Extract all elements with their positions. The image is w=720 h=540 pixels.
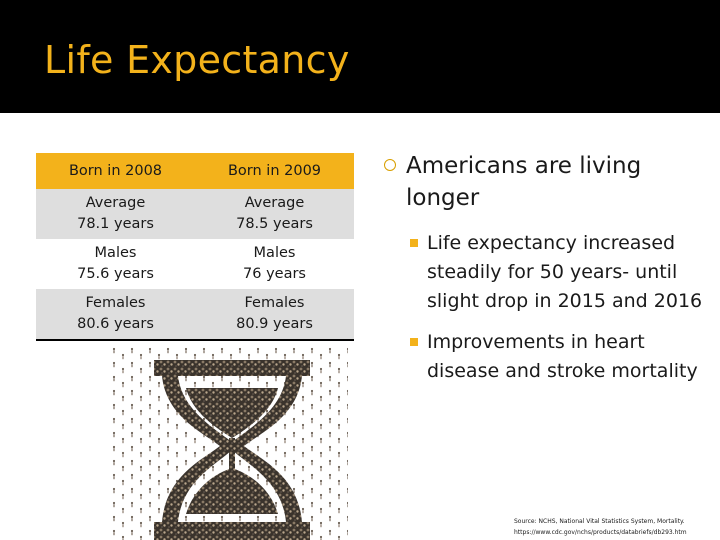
cell-value: 76 years (243, 266, 306, 282)
table-cell: Males 76 years (195, 239, 354, 289)
cell-value: 80.9 years (236, 316, 313, 332)
table-row: Average 78.1 years Average 78.5 years (36, 189, 354, 239)
table-cell: Females 80.9 years (195, 289, 354, 341)
table-row: Males 75.6 years Males 76 years (36, 239, 354, 289)
square-bullet-icon (410, 239, 418, 247)
table-cell: Average 78.5 years (195, 189, 354, 239)
table-cell: Males 75.6 years (36, 239, 195, 289)
table-header-row: Born in 2008 Born in 2009 (36, 153, 354, 189)
sub-bullet-point: Improvements in heart disease and stroke… (384, 328, 704, 386)
table-header-2009: Born in 2009 (195, 153, 354, 189)
sub-bullet-point: Life expectancy increased steadily for 5… (384, 229, 704, 316)
cell-label: Females (85, 295, 146, 311)
hourglass-crowd-icon (110, 346, 348, 540)
sub-bullet-list: Life expectancy increased steadily for 5… (384, 229, 704, 386)
title-bar: Life Expectancy (0, 0, 720, 113)
cell-label: Males (94, 245, 137, 261)
cell-label: Females (244, 295, 305, 311)
sub-point-text: Life expectancy increased steadily for 5… (427, 232, 703, 312)
life-expectancy-table: Born in 2008 Born in 2009 Average 78.1 y… (36, 153, 354, 341)
circle-bullet-icon (384, 159, 396, 171)
cell-value: 78.5 years (236, 216, 313, 232)
cell-label: Average (85, 195, 146, 211)
source-citation: Source: NCHS, National Vital Statistics … (514, 516, 714, 538)
source-line: Source: NCHS, National Vital Statistics … (514, 518, 685, 525)
table-header-2008: Born in 2008 (36, 153, 195, 189)
cell-value: 75.6 years (77, 266, 154, 282)
cell-value: 80.6 years (77, 316, 154, 332)
source-link: https://www.cdc.gov/nchs/products/databr… (514, 529, 687, 536)
table-cell: Average 78.1 years (36, 189, 195, 239)
square-bullet-icon (410, 338, 418, 346)
table-cell: Females 80.6 years (36, 289, 195, 341)
table-row: Females 80.6 years Females 80.9 years (36, 289, 354, 341)
sub-point-text: Improvements in heart disease and stroke… (427, 331, 698, 382)
slide-title: Life Expectancy (44, 38, 350, 82)
cell-label: Males (253, 245, 296, 261)
cell-value: 78.1 years (77, 216, 154, 232)
cell-label: Average (244, 195, 305, 211)
main-bullet-point: Americans are living longer (384, 150, 704, 214)
main-point-text: Americans are living longer (406, 153, 642, 211)
content-panel: Americans are living longer Life expecta… (384, 150, 704, 398)
